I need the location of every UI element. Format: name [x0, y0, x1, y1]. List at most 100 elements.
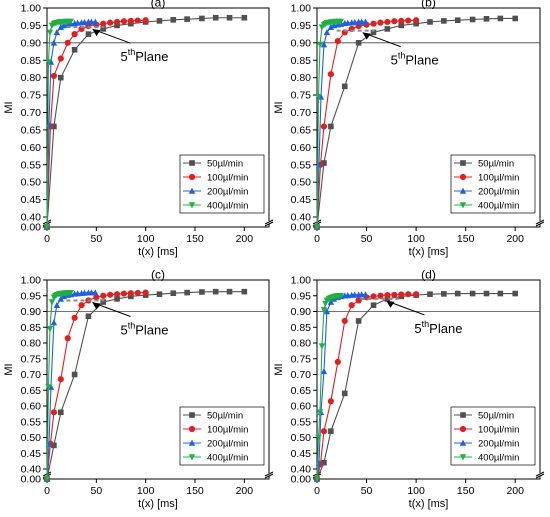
data-point — [323, 28, 331, 36]
data-point — [107, 291, 114, 298]
data-point — [85, 313, 92, 320]
data-point — [71, 371, 78, 378]
y-tick-label: 0.95 — [21, 290, 42, 302]
y-tick-label: 0.00 — [291, 222, 312, 234]
data-point — [497, 15, 504, 22]
data-point — [64, 39, 71, 46]
data-point — [413, 20, 419, 27]
axis-break-mark — [264, 473, 274, 479]
data-point — [341, 317, 348, 325]
series-line — [316, 293, 417, 480]
legend-marker — [188, 454, 196, 461]
x-tick-label: 50 — [361, 485, 373, 497]
data-point — [327, 71, 334, 78]
x-tick-label: 200 — [506, 233, 524, 245]
y-tick-label: 0.85 — [291, 322, 312, 334]
plane-annotation: 5thPlane — [120, 47, 168, 64]
y-tick-label: 0.75 — [21, 353, 42, 365]
x-tick-label: 100 — [137, 485, 155, 497]
plot-frame — [316, 279, 541, 480]
data-point — [71, 47, 78, 53]
y-tick-label: 0.70 — [291, 107, 312, 119]
x-tick-label: 0 — [314, 233, 320, 245]
y-tick-label: 0.40 — [21, 212, 42, 224]
legend-label: 200µl/min — [478, 187, 519, 198]
y-tick-label: 0.90 — [21, 37, 42, 49]
series-line — [46, 19, 146, 228]
annotation-number: 5 — [414, 321, 421, 336]
annotation-suffix: th — [422, 319, 430, 329]
data-point — [57, 295, 65, 302]
y-tick-label: 0.90 — [291, 306, 312, 318]
data-point — [327, 398, 334, 405]
axis-break-mark — [535, 221, 545, 227]
legend-marker — [188, 187, 196, 194]
data-point — [320, 41, 328, 48]
data-point — [128, 293, 134, 300]
y-tick-label: 0.00 — [291, 474, 312, 486]
data-point — [92, 18, 99, 25]
annotation-arrowhead — [92, 302, 101, 310]
x-tick-label: 150 — [186, 233, 204, 245]
axis-break-mark — [264, 221, 274, 227]
data-point — [67, 290, 74, 297]
data-point — [50, 409, 58, 416]
legend-marker — [189, 412, 195, 418]
annotation-number: 5 — [120, 49, 127, 64]
y-tick-label: 0.95 — [291, 20, 312, 32]
data-point — [318, 343, 326, 350]
series-line — [316, 17, 516, 228]
plane-annotation: 5thPlane — [391, 51, 439, 68]
data-point — [170, 290, 177, 297]
series-4 — [43, 18, 74, 231]
data-point — [384, 26, 391, 32]
data-point — [58, 74, 64, 81]
x-tick-label: 50 — [361, 233, 373, 245]
x-tick-label: 100 — [407, 485, 425, 497]
annotation-suffix: th — [128, 47, 136, 57]
data-point — [320, 428, 328, 435]
data-point — [134, 289, 141, 297]
annotation-number: 5 — [120, 322, 127, 337]
series-2 — [43, 289, 149, 483]
x-tick-label: 150 — [457, 485, 475, 497]
y-tick-label: 0.50 — [291, 177, 312, 189]
data-point — [391, 291, 398, 298]
data-point — [46, 326, 54, 333]
chart-title: (b) — [421, 0, 436, 10]
legend-label: 200µl/min — [207, 187, 248, 198]
x-tick-label: 0 — [44, 485, 50, 497]
y-tick-label: 1.00 — [291, 275, 312, 287]
data-point — [337, 18, 344, 25]
data-point — [320, 123, 328, 130]
legend-marker — [460, 412, 466, 418]
legend-marker — [459, 454, 467, 461]
data-point — [45, 59, 52, 66]
y-tick-label: 0.85 — [291, 55, 312, 67]
y-tick-label: 0.80 — [291, 72, 312, 84]
annotation-word: Plane — [405, 53, 438, 68]
axis-break-mark — [535, 219, 545, 225]
annotation-arrowhead — [362, 32, 371, 40]
data-point — [348, 302, 355, 309]
chart-panel-3: 0.000.40 0.45 0.50 0.55 0.60 0.65 0.70 0.75 0.80… — [3, 268, 274, 510]
axis-break-mark — [535, 471, 545, 477]
y-tick-label: 0.65 — [291, 124, 312, 136]
legend-label: 50µl/min — [478, 411, 514, 422]
data-point — [50, 39, 58, 46]
axis-break-mark — [264, 219, 274, 225]
annotation-word: Plane — [429, 321, 462, 336]
legend-label: 100µl/min — [478, 425, 519, 436]
data-point — [57, 376, 64, 383]
y-tick-label: 0.40 — [291, 212, 312, 224]
axis-break-mark — [535, 473, 545, 479]
series-2 — [313, 17, 420, 231]
data-point — [355, 40, 362, 46]
annotation-suffix: th — [128, 320, 136, 330]
data-point — [321, 459, 327, 466]
y-tick-label: 0.00 — [21, 222, 42, 234]
data-point — [370, 302, 377, 308]
plot-frame — [46, 279, 270, 480]
y-axis-label: MI — [3, 363, 15, 375]
data-point — [405, 17, 412, 24]
